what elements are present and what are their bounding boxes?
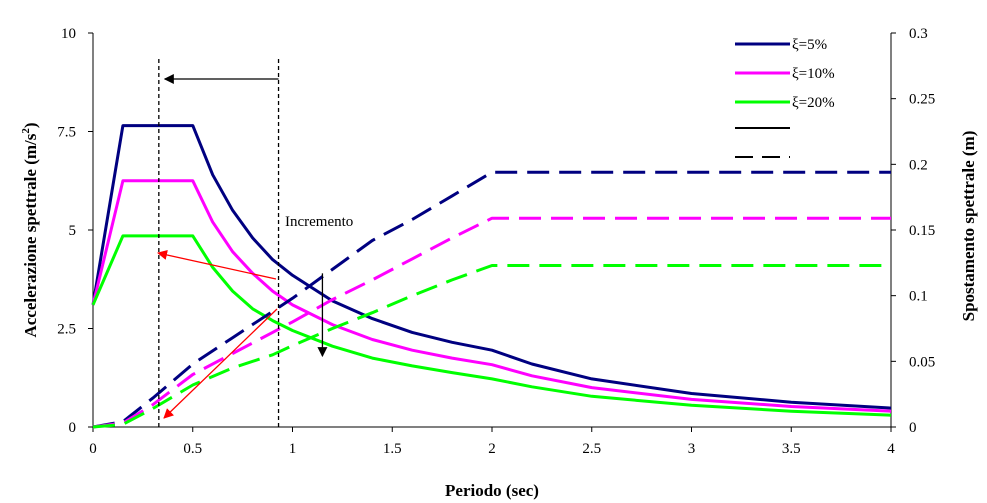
series-layer: [91, 124, 892, 429]
acceleration-line: [91, 124, 892, 410]
displacement-line: [92, 216, 891, 429]
axes-frame: [88, 32, 896, 432]
legend-label: ξ=20%: [792, 95, 835, 111]
y-right-tick-label: 0.15: [909, 223, 935, 239]
displacement-line: [92, 264, 891, 429]
acceleration-pointer-arrow: [157, 250, 277, 280]
y-left-tick-label: 2.5: [57, 322, 76, 338]
annotation-incremento: Incremento: [285, 214, 353, 230]
y-right-tick-label: 0.3: [909, 26, 928, 42]
x-tick-label: 2: [488, 441, 496, 457]
x-tick-label: 4: [887, 441, 895, 457]
y-axis-right-title: Spostamento spettrale (m): [959, 131, 978, 322]
y-left-tick-label: 7.5: [57, 125, 76, 141]
y-axis-left-title: Accelerazione spettrale (m/s2): [20, 122, 40, 337]
x-axis-title: Periodo (sec): [445, 481, 539, 500]
acceleration-line: [91, 234, 892, 417]
y-right-tick-label: 0: [909, 420, 917, 436]
x-tick-label: 2.5: [582, 441, 601, 457]
x-tick-label: 3: [688, 441, 696, 457]
displacement-line: [92, 170, 891, 429]
legend: ξ=5% ξ=10% ξ=20%: [735, 37, 835, 158]
x-tick-label: 1: [289, 441, 297, 457]
displacement-pointer-arrow: [163, 308, 278, 419]
y-right-tick-label: 0.05: [909, 354, 935, 370]
x-tick-label: 0.5: [183, 441, 202, 457]
annotation-layer: [157, 59, 328, 427]
y-left-tick-label: 10: [61, 26, 76, 42]
x-tick-label: 1.5: [383, 441, 402, 457]
y-right-tick-label: 0.1: [909, 289, 928, 305]
legend-label: ξ=5%: [792, 37, 827, 53]
y-right-tick-label: 0.2: [909, 157, 928, 173]
y-right-tick-label: 0.25: [909, 92, 935, 108]
y-left-tick-label: 0: [69, 420, 77, 436]
legend-label: ξ=10%: [792, 66, 835, 82]
y-left-tick-label: 5: [69, 223, 77, 239]
tick-labels: 0 0.5 1 1.5 2 2.5 3 3.5 402.557.51000.050.10.150…: [57, 26, 935, 457]
x-tick-label: 3.5: [782, 441, 801, 457]
acceleration-line: [91, 179, 892, 413]
x-tick-label: 0: [89, 441, 97, 457]
